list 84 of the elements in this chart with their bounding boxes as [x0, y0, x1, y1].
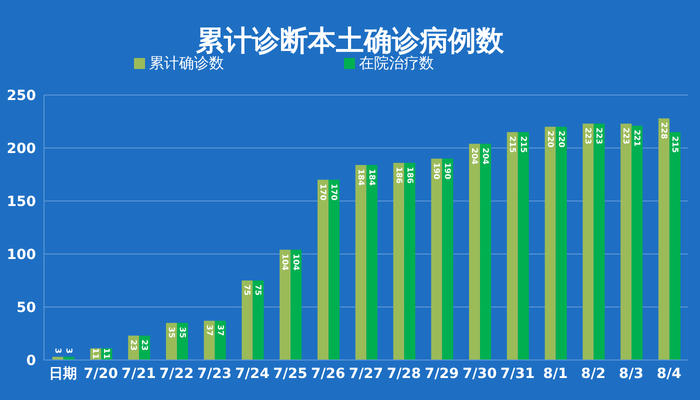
- data-label: 170: [330, 184, 339, 201]
- data-label: 75: [242, 284, 252, 296]
- bar: [431, 158, 442, 360]
- data-label: 186: [405, 166, 414, 184]
- data-label: 204: [481, 148, 490, 165]
- legend-label: 在院治疗数: [359, 54, 434, 72]
- data-label: 11: [102, 348, 112, 360]
- data-label: 190: [432, 162, 442, 180]
- data-label: 104: [292, 254, 301, 271]
- data-label: 215: [518, 136, 528, 154]
- bar: [252, 280, 264, 360]
- y-tick-label: 50: [16, 300, 36, 316]
- bar: [404, 162, 416, 360]
- data-label: 104: [280, 254, 290, 271]
- x-tick-label: 8/1: [543, 366, 568, 382]
- x-tick-label: 7/31: [500, 366, 535, 382]
- y-tick-label: 200: [6, 140, 36, 157]
- bar: [669, 132, 680, 360]
- bar: [290, 250, 302, 360]
- x-tick-label: 7/24: [235, 366, 270, 382]
- bar: [328, 180, 340, 360]
- data-label: 204: [470, 148, 480, 165]
- x-tick-label: 7/25: [273, 366, 308, 382]
- x-tick-label: 8/3: [618, 366, 644, 382]
- bar: [393, 162, 404, 360]
- bar: [594, 124, 605, 360]
- data-label: 190: [443, 162, 452, 180]
- data-label: 228: [659, 122, 668, 140]
- x-tick-label: 7/26: [310, 366, 346, 382]
- bar: [556, 126, 567, 360]
- x-tick-label: 日期: [48, 366, 77, 382]
- x-tick-label: 7/23: [197, 366, 232, 382]
- data-label: 186: [394, 166, 404, 184]
- x-tick-label: 7/30: [462, 366, 498, 382]
- x-tick-label: 8/2: [580, 366, 606, 382]
- x-tick-label: 7/21: [122, 366, 156, 382]
- x-tick-label: 8/4: [656, 366, 682, 382]
- data-label: 23: [129, 340, 138, 351]
- data-label: 220: [546, 130, 555, 148]
- bar: [506, 132, 518, 360]
- x-tick-label: 7/22: [159, 366, 194, 382]
- data-label: 184: [367, 168, 376, 186]
- chart-title: 累计诊断本土确诊病例数: [196, 23, 505, 57]
- data-label: 220: [556, 130, 566, 148]
- data-label: 184: [356, 168, 366, 186]
- legend-label: 累计确诊数: [149, 54, 224, 72]
- data-label: 11: [91, 348, 100, 360]
- data-label: 215: [670, 136, 680, 154]
- x-tick-label: 7/27: [348, 366, 384, 382]
- data-label: 223: [622, 128, 631, 144]
- bar: [658, 118, 670, 360]
- bar: [518, 132, 529, 360]
- x-tick-label: 7/29: [424, 366, 459, 382]
- bar: [355, 164, 366, 360]
- bar: [544, 126, 556, 360]
- data-label: 223: [594, 128, 604, 144]
- y-tick-label: 100: [6, 246, 36, 263]
- bar: [366, 164, 378, 360]
- bar: [280, 250, 291, 360]
- data-label: 35: [178, 326, 187, 338]
- data-label: 221: [632, 130, 642, 147]
- data-label: 215: [508, 136, 517, 154]
- data-label: 3: [53, 348, 62, 354]
- data-label: 3: [64, 348, 74, 354]
- y-tick-label: 0: [26, 352, 36, 369]
- data-label: 23: [140, 340, 150, 351]
- bar: [632, 126, 643, 360]
- x-tick-label: 7/20: [84, 366, 118, 382]
- bar: [620, 124, 632, 360]
- bar: [442, 158, 454, 360]
- data-label: 37: [216, 324, 225, 336]
- x-tick-label: 7/28: [386, 366, 422, 382]
- data-label: 35: [166, 326, 176, 338]
- y-tick-label: 150: [6, 194, 36, 210]
- data-label: 37: [204, 324, 214, 336]
- bar: [318, 180, 329, 360]
- data-label: 170: [318, 184, 328, 201]
- bar: [480, 144, 492, 360]
- bar: [242, 280, 253, 360]
- data-label: 75: [254, 284, 263, 296]
- bar: [582, 124, 594, 360]
- data-label: 223: [584, 128, 593, 144]
- y-tick-label: 250: [6, 88, 36, 104]
- bar: [469, 144, 480, 360]
